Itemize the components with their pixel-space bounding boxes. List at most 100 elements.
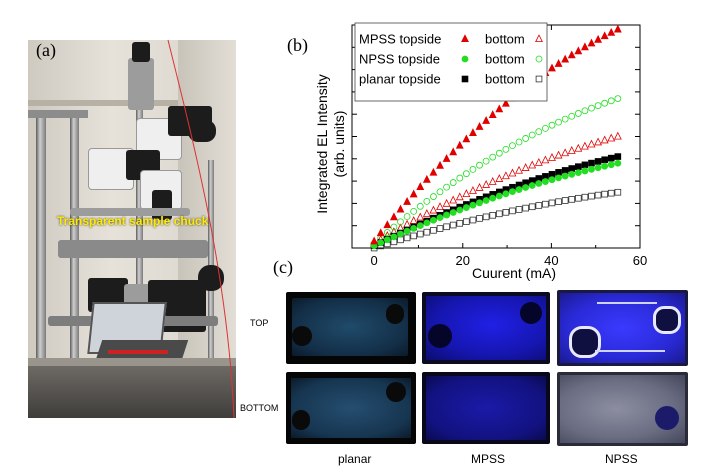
data-point (555, 174, 562, 182)
panel-c-label: (c) (273, 257, 293, 277)
legend-marker (461, 75, 469, 83)
data-point (588, 104, 595, 112)
data-point (455, 192, 464, 201)
data-point (495, 192, 503, 200)
data-point (456, 174, 464, 182)
data-point (442, 198, 451, 207)
row-label-top: TOP (250, 318, 269, 328)
data-point (443, 211, 451, 219)
data-point (469, 166, 477, 173)
data-point (528, 182, 536, 189)
legend-marker (535, 55, 543, 63)
data-point (567, 146, 576, 154)
data-point (443, 183, 451, 191)
data-point (376, 228, 385, 237)
legend-label: MPSS topside (359, 32, 441, 47)
data-point (580, 42, 589, 51)
series-planar-bottom (370, 188, 622, 252)
legend-label-bottom: bottom (485, 52, 525, 67)
data-point (581, 107, 589, 115)
data-point (567, 50, 576, 59)
data-point (555, 169, 562, 176)
data-point (501, 171, 510, 180)
data-point (469, 216, 477, 224)
x-tick-label: 0 (371, 253, 378, 268)
data-point (613, 24, 622, 33)
npss-bottom-emission-image (557, 372, 688, 446)
legend-marker (461, 34, 469, 43)
data-point (554, 150, 563, 159)
data-point (449, 147, 458, 156)
data-point (449, 195, 458, 204)
data-point (561, 197, 569, 204)
chart-marks (370, 24, 622, 252)
data-point (488, 177, 497, 185)
data-point (574, 143, 583, 152)
data-point (390, 233, 398, 241)
data-point (410, 232, 417, 240)
data-point (607, 154, 615, 162)
data-point (416, 212, 425, 221)
data-point (515, 206, 523, 213)
data-point (541, 155, 550, 164)
data-point (488, 110, 497, 119)
data-point (568, 112, 576, 120)
data-point (614, 159, 622, 167)
data-point (588, 165, 595, 173)
data-point (416, 222, 424, 230)
data-point (508, 168, 517, 177)
data-point (370, 236, 379, 245)
data-point (574, 169, 582, 177)
data-point (403, 196, 412, 205)
planar-bottom-emission-image (286, 372, 416, 444)
data-point (534, 157, 543, 166)
data-point (423, 228, 431, 236)
data-point (403, 234, 411, 242)
data-point (614, 153, 622, 160)
data-point (455, 140, 464, 149)
data-point (614, 95, 622, 102)
data-point (468, 128, 477, 136)
data-point (469, 201, 477, 209)
data-point (580, 141, 589, 150)
data-point (429, 205, 438, 214)
data-point (476, 161, 483, 169)
data-point (555, 118, 562, 126)
data-point (521, 163, 530, 171)
data-point (397, 230, 404, 238)
data-point (509, 207, 516, 215)
data-point (594, 164, 602, 172)
data-point (489, 212, 497, 219)
data-point (462, 170, 470, 178)
data-point (416, 182, 425, 190)
data-point (397, 218, 404, 226)
data-point (436, 225, 444, 232)
data-point (495, 174, 504, 182)
planar-top-emission-image (286, 292, 416, 364)
data-point (548, 63, 556, 72)
data-point (561, 54, 570, 63)
data-point (535, 128, 543, 136)
data-point (601, 99, 609, 107)
legend-label-bottom: bottom (485, 32, 525, 47)
data-point (548, 199, 556, 207)
mpss-bottom-emission-image (422, 372, 550, 444)
data-point (594, 158, 602, 165)
column-label-planar: planar (338, 452, 372, 466)
x-axis-label: Cuurent (mA) (472, 265, 556, 281)
chart-legend: MPSS topside bottom NPSS topside bottom plan… (354, 22, 548, 102)
data-point (377, 239, 385, 247)
data-point (568, 170, 576, 178)
data-point (522, 204, 529, 212)
data-point (601, 162, 609, 170)
data-point (568, 165, 576, 172)
data-point (554, 59, 563, 67)
data-point (456, 206, 464, 214)
x-tick-label: 40 (544, 253, 558, 268)
chart-tick-labels: 0 20 40 60 (371, 253, 648, 268)
data-point (397, 236, 404, 244)
legend-label-bottom: bottom (485, 72, 525, 87)
data-point (515, 186, 523, 193)
data-point (575, 194, 582, 202)
data-point (409, 189, 418, 198)
